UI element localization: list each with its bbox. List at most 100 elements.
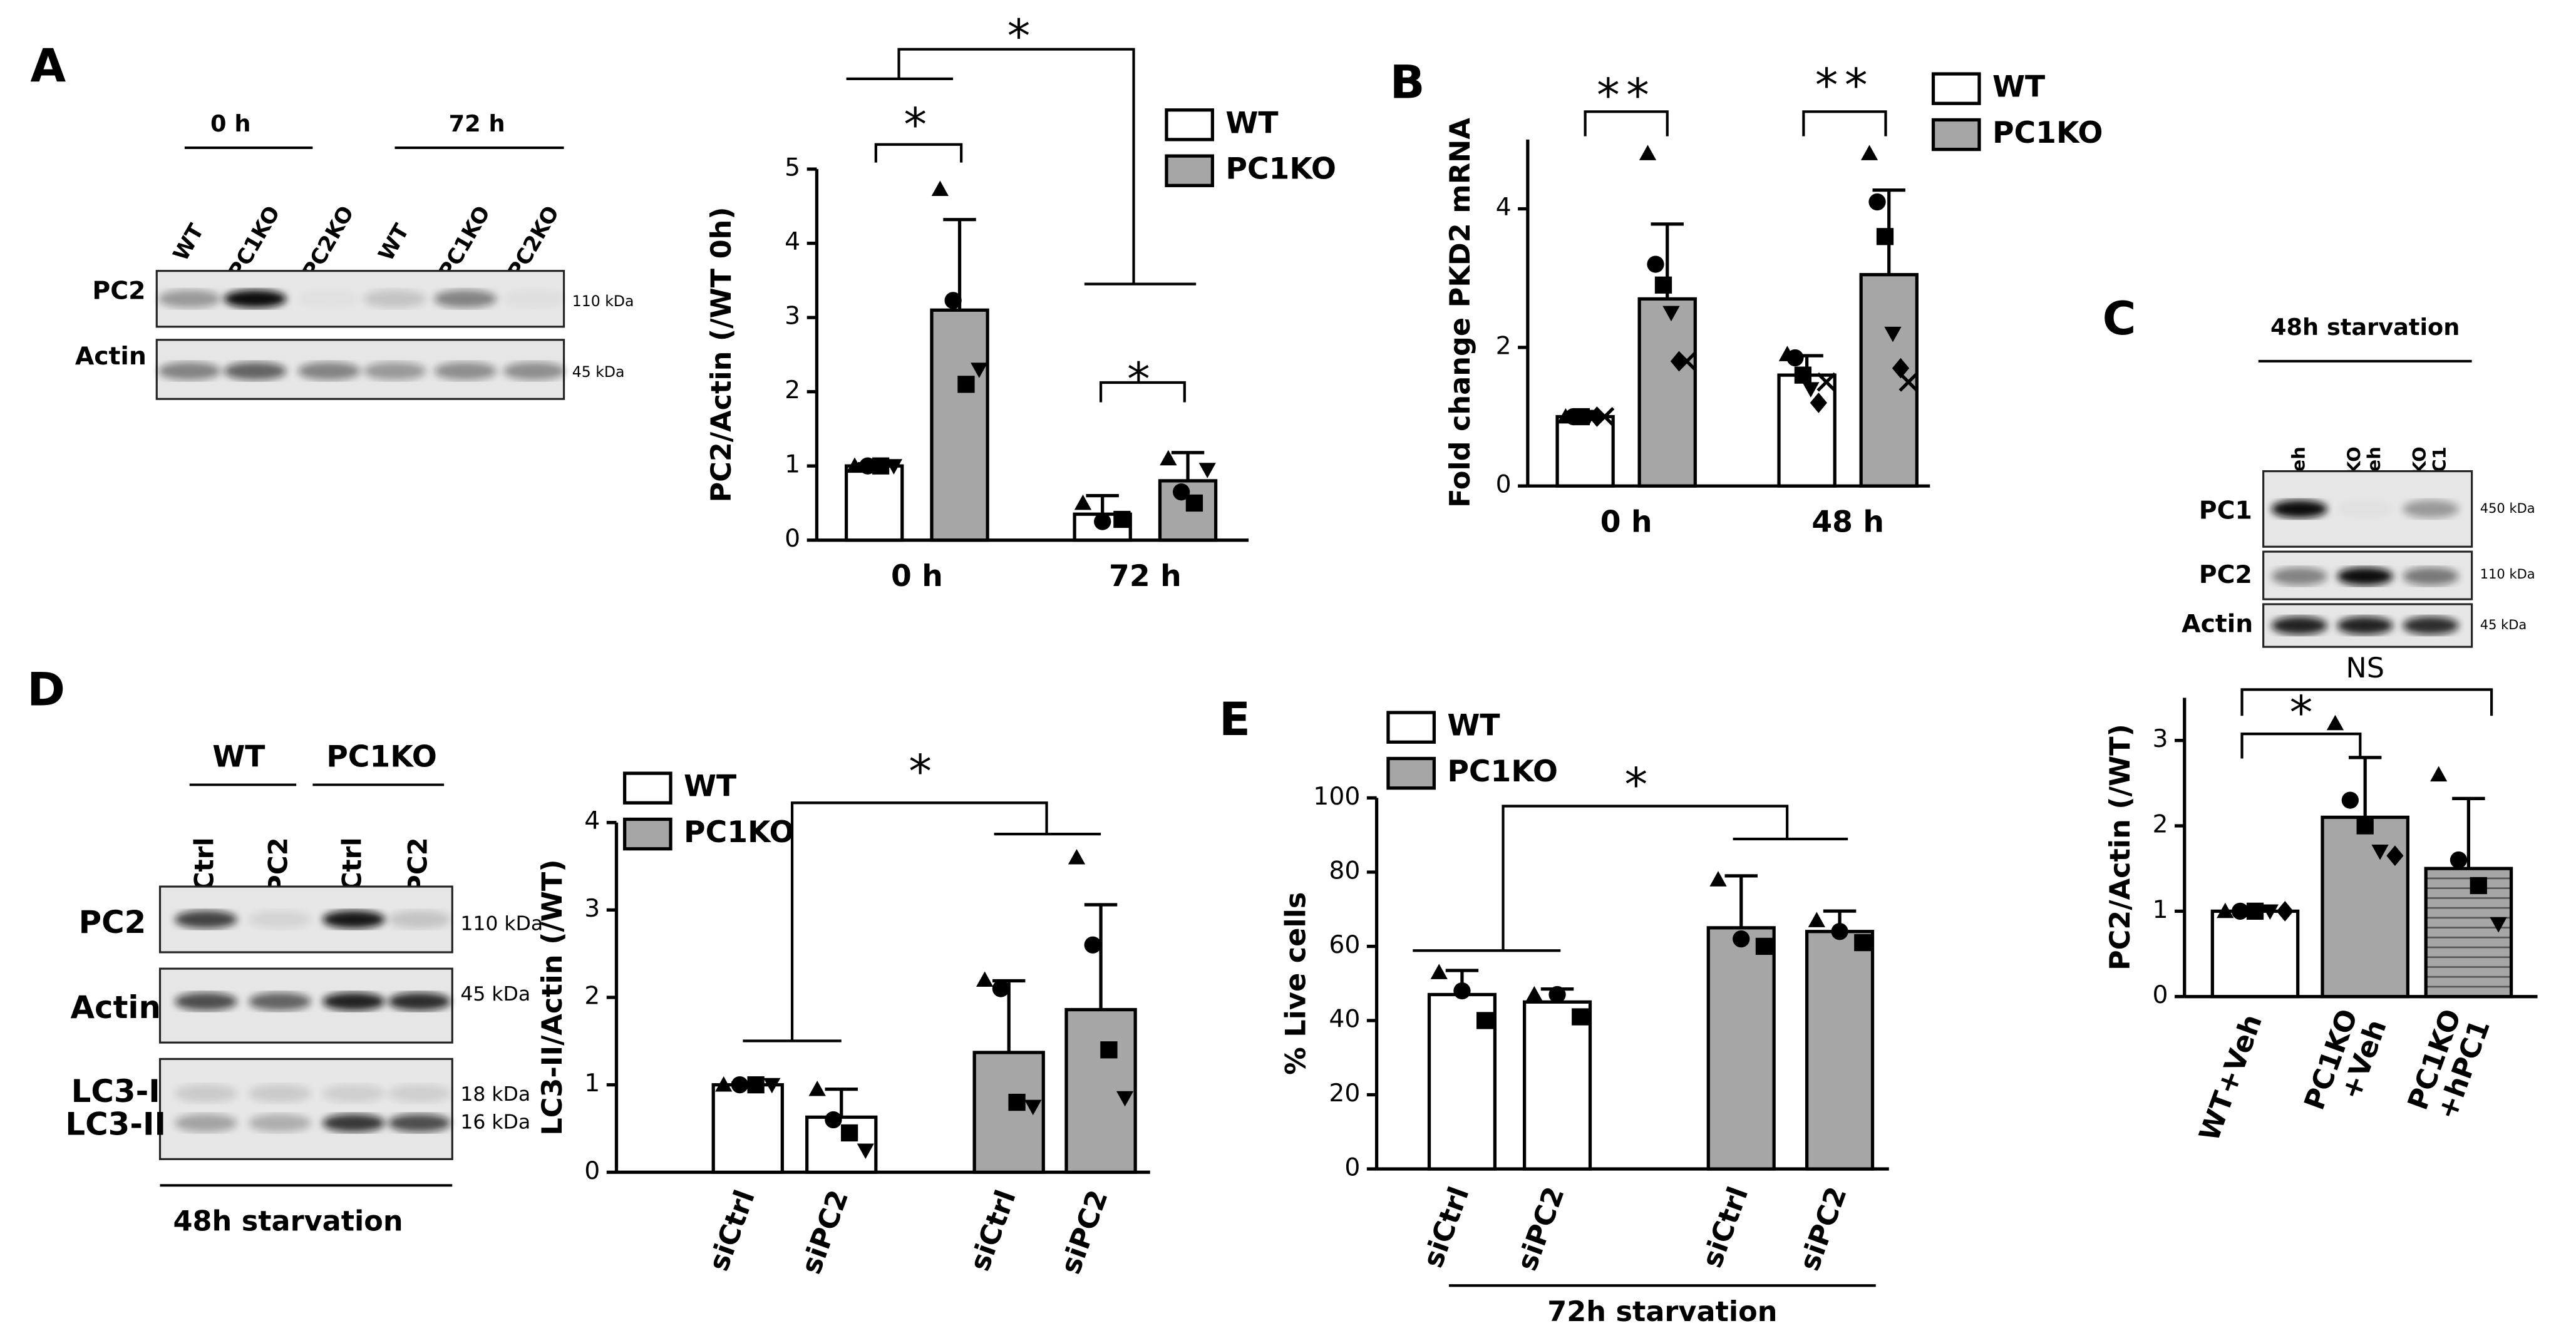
- x-tick-label: siCtrl: [1696, 1183, 1754, 1272]
- error-bar: [1724, 874, 1758, 928]
- bar-chart: 0 1 2 3 4 5 PC2/Actin (/WT 0h) 0 h 72 h WT PC1KO * *…: [705, 10, 1336, 594]
- y-tick-label: 1: [584, 1069, 600, 1098]
- blot-band: [503, 290, 566, 308]
- x-axis-label: 72h starvation: [1547, 1295, 1777, 1328]
- y-tick-label: 3: [2152, 724, 2168, 753]
- y-tick-label: 60: [1329, 930, 1360, 959]
- bar-chart: 0 1 2 3 PC2/Actin (/WT) WT+Veh PC1KO+Veh PC1KO+…: [2104, 652, 2538, 1145]
- data-point: [2326, 714, 2344, 731]
- significance-label: *: [1625, 759, 1654, 812]
- error-bar: [2452, 796, 2485, 869]
- data-point: [1160, 450, 1177, 466]
- data-point: [1831, 923, 1848, 940]
- y-tick-label: 0: [2152, 980, 2168, 1009]
- row-label: PC2: [92, 276, 145, 305]
- data-point: [1185, 494, 1203, 512]
- data-point: [1113, 510, 1131, 528]
- data-point: [1024, 1099, 1042, 1116]
- bar: [1522, 1000, 1592, 1171]
- blot-band: [175, 992, 237, 1011]
- y-tick-label: 4: [1496, 193, 1512, 222]
- blot-title: 48h starvation: [2270, 314, 2460, 341]
- legend-label: PC1KO: [1992, 116, 2103, 150]
- blot-band: [2271, 616, 2327, 635]
- blot-band: [175, 1084, 237, 1103]
- x-tick-label: PC1KO+hPC1: [2401, 1005, 2496, 1124]
- x-tick-label: siPC2: [1793, 1183, 1853, 1275]
- legend-label: PC1KO: [1447, 754, 1558, 789]
- y-tick-label: 1: [785, 450, 800, 479]
- data-point: [1173, 483, 1190, 501]
- significance-label: *: [1127, 353, 1157, 406]
- data-point: [1100, 1041, 1118, 1059]
- data-point: [976, 971, 994, 987]
- group-label: 0 h: [210, 110, 250, 137]
- data-point: [1662, 306, 1680, 322]
- error-bar: [1086, 493, 1119, 515]
- y-tick-label: 0: [1496, 470, 1512, 499]
- bar: [844, 464, 904, 542]
- y-axis-label: % Live cells: [1280, 892, 1312, 1075]
- blot-band: [2337, 500, 2393, 518]
- bar: [2424, 867, 2513, 999]
- legend-swatch: [622, 817, 672, 851]
- kda-label: 110 kDa: [460, 912, 543, 935]
- data-point: [2356, 817, 2374, 835]
- data-point: [1430, 964, 1448, 979]
- blot-footer: 48h starvation: [173, 1205, 403, 1238]
- blot-band: [434, 362, 497, 381]
- x-tick-label: siPC2: [1511, 1183, 1571, 1275]
- lane-label: WT: [168, 219, 209, 265]
- y-tick-label: 0: [1344, 1153, 1360, 1182]
- y-tick-label: 1: [2152, 895, 2168, 924]
- data-point: [1094, 513, 1111, 530]
- data-point: [2386, 845, 2404, 867]
- row-label: PC2: [79, 904, 147, 940]
- row-label: Actin: [70, 989, 160, 1026]
- bar: [1064, 1007, 1137, 1174]
- blot-band: [158, 289, 221, 308]
- blot-band: [322, 1114, 385, 1133]
- data-point: [944, 292, 962, 309]
- bracket: [1584, 110, 1887, 136]
- data-point: [1068, 848, 1086, 865]
- blot-band: [175, 1114, 237, 1133]
- kda-label: 45 kDa: [460, 983, 530, 1006]
- y-tick-label: 2: [584, 982, 600, 1011]
- data-point: [1755, 937, 1773, 955]
- data-point: [957, 376, 975, 393]
- data-point: [763, 1078, 781, 1094]
- data-point: [1116, 1091, 1134, 1107]
- legend-swatch: [1931, 118, 1981, 152]
- blot-band: [249, 1114, 311, 1133]
- bar: [1555, 414, 1615, 488]
- data-point: [1639, 145, 1657, 160]
- data-point: [1525, 985, 1543, 1002]
- error-bar: [1171, 451, 1205, 481]
- data-point: [1868, 193, 1886, 211]
- data-point: [2276, 900, 2294, 922]
- bar-chart: 0 2 4 Fold change PKD2 mRNA 0 h 48 h WT PC1KO **…: [1444, 59, 2103, 540]
- bar: [2210, 909, 2300, 999]
- blot-band: [2337, 616, 2393, 635]
- data-point: [846, 457, 863, 473]
- significance-label: **: [1815, 59, 1874, 113]
- data-point: [1802, 382, 1820, 398]
- kda-label: 110 kDa: [2480, 567, 2535, 582]
- y-tick-label: 3: [785, 302, 800, 331]
- blot-band: [249, 992, 311, 1011]
- y-tick-label: 80: [1329, 856, 1360, 885]
- legend-swatch: [1165, 108, 1214, 142]
- data-point: [971, 363, 988, 378]
- y-tick-label: 0: [584, 1156, 600, 1185]
- bar: [2321, 815, 2409, 999]
- blot-band: [2403, 616, 2459, 635]
- significance-label: **: [1597, 69, 1656, 122]
- kda-label: 110 kDa: [572, 292, 634, 310]
- x-tick-label: siCtrl: [963, 1186, 1022, 1275]
- legend-swatch: [1386, 756, 1436, 790]
- error-bar: [2348, 756, 2382, 818]
- group-label: WT: [212, 739, 265, 774]
- blot-band: [388, 1114, 451, 1133]
